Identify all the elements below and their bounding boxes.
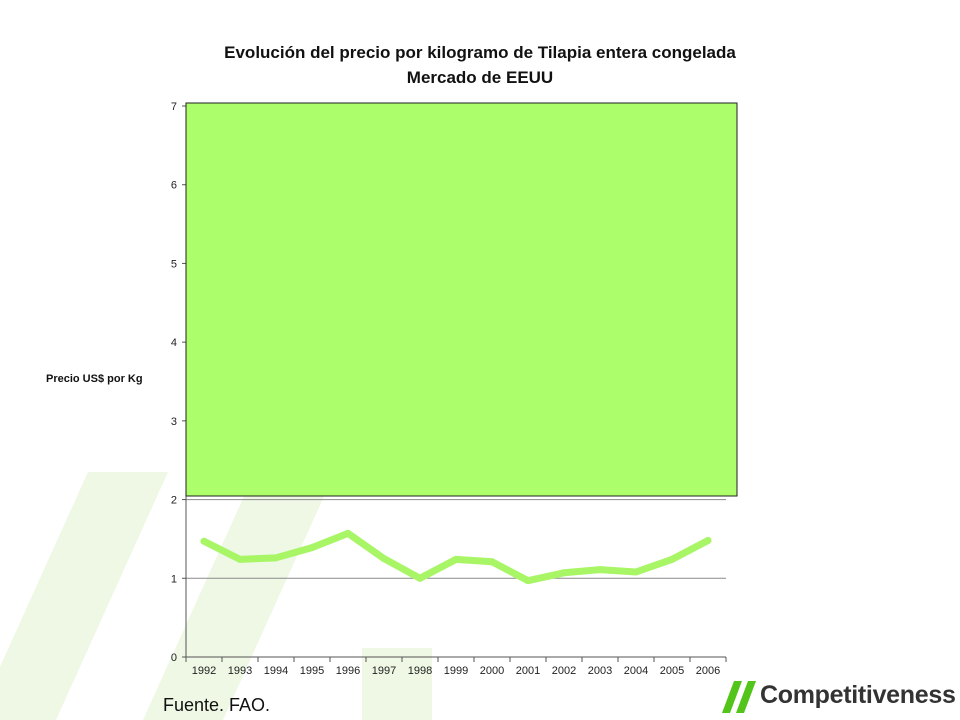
data-point	[632, 568, 640, 576]
x-tick-label: 1995	[300, 665, 324, 677]
source-note: Fuente. FAO.	[163, 695, 271, 715]
y-tick-label: 4	[171, 337, 177, 349]
y-tick-label: 2	[171, 495, 177, 507]
logo-slashes-icon	[722, 681, 756, 713]
chart-title-line-1: Evolución del precio por kilogramo de Ti…	[224, 43, 736, 62]
y-tick-label: 1	[171, 573, 177, 585]
y-tick-label: 6	[171, 180, 177, 192]
series-layer	[200, 529, 712, 585]
data-point	[704, 537, 712, 545]
x-tick-label: 1997	[372, 665, 396, 677]
x-tick-label: 1993	[228, 665, 252, 677]
x-tick-label: 2004	[624, 665, 648, 677]
y-tick-label: 5	[171, 258, 177, 270]
data-point	[452, 555, 460, 563]
y-axis-label: Precio US$ por Kg	[46, 373, 143, 385]
data-point	[272, 554, 280, 562]
x-tick-labels: 1992 1993 1994 1995 1996 1997 1998 1999 2000 2001…	[192, 665, 720, 677]
x-tick-label: 2006	[696, 665, 720, 677]
data-point	[524, 577, 532, 585]
x-tick-label: 2000	[480, 665, 504, 677]
data-point	[344, 529, 352, 537]
x-tick-label: 2005	[660, 665, 684, 677]
data-point	[236, 555, 244, 563]
data-point	[488, 558, 496, 566]
x-tick-label: 1992	[192, 665, 216, 677]
x-tick-label: 2001	[516, 665, 540, 677]
data-point	[200, 537, 208, 545]
x-tick-label: 1994	[264, 665, 288, 677]
y-tick-label: 7	[171, 101, 177, 113]
x-tick-label: 1999	[444, 665, 468, 677]
x-tick-label: 2002	[552, 665, 576, 677]
x-tick-label: 2003	[588, 665, 612, 677]
competitiveness-logo: Competitiveness	[722, 679, 956, 717]
x-tick-label: 1998	[408, 665, 432, 677]
data-point	[308, 544, 316, 552]
data-point	[668, 555, 676, 563]
y-tick-label: 3	[171, 416, 177, 428]
data-point	[560, 569, 568, 577]
green-overlay-box	[185, 102, 738, 497]
x-tick-label: 1996	[336, 665, 360, 677]
chart-title-line-2: Mercado de EEUU	[406, 68, 554, 87]
data-point	[416, 574, 424, 582]
y-tick-labels: 0 1 2 3 4 5 6 7	[171, 101, 177, 664]
y-tick-label: 0	[171, 652, 177, 664]
data-point	[596, 566, 604, 574]
logo-text: Competitiveness	[760, 681, 956, 709]
data-point	[380, 555, 388, 563]
